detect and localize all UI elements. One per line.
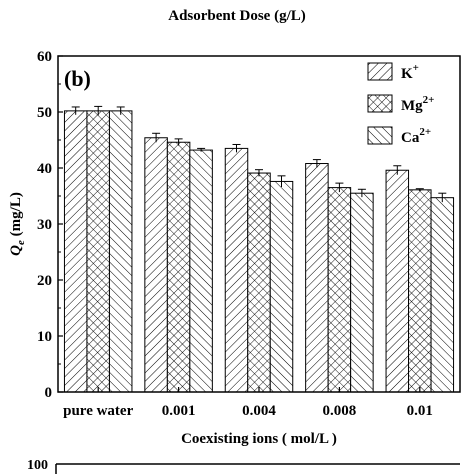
y-tick-label: 50 — [37, 105, 52, 121]
bar — [350, 192, 374, 393]
next-panel-tick-label: 100 — [27, 458, 48, 473]
y-tick-label: 10 — [37, 329, 52, 345]
legend-swatch-ca — [367, 126, 393, 145]
plot-frame — [57, 55, 461, 393]
bar — [108, 110, 133, 393]
x-tick-label: pure water — [63, 403, 133, 419]
panel-label: (b) — [64, 66, 91, 91]
bars — [63, 105, 455, 393]
x-tick-label: 0.001 — [162, 403, 196, 419]
y-tick-label: 40 — [37, 161, 52, 177]
x-tick-label: 0.004 — [242, 403, 276, 419]
bar — [86, 110, 110, 393]
y-axis-ticks: 0 10 20 30 40 50 60 — [37, 49, 63, 401]
legend-label-mg: Mg2+ — [401, 94, 434, 114]
bar — [166, 141, 191, 393]
legend-swatch-mg — [367, 94, 393, 113]
bar — [247, 172, 271, 393]
y-tick-label: 20 — [37, 273, 52, 289]
x-tick-label: 0.01 — [407, 403, 433, 419]
legend-swatch-k — [367, 62, 393, 81]
x-tick-label: 0.008 — [323, 403, 357, 419]
x-axis-label: Coexisting ions ( mol/L ) — [181, 431, 337, 447]
top-title: Adsorbent Dose (g/L) — [168, 8, 306, 24]
bar — [305, 163, 329, 393]
bar — [327, 187, 352, 393]
bar — [385, 169, 410, 393]
bar — [269, 180, 294, 393]
bar — [144, 137, 168, 393]
legend-label-ca: Ca2+ — [401, 126, 431, 146]
bar — [408, 189, 432, 393]
bar — [63, 110, 88, 393]
y-tick-label: 60 — [37, 49, 52, 65]
bar — [189, 149, 213, 393]
x-axis-ticks: pure water 0.001 0.004 0.008 0.01 — [63, 387, 433, 419]
y-tick-label: 30 — [37, 217, 52, 233]
bar — [430, 197, 455, 393]
y-axis-label: Qe (mg/L) — [8, 192, 27, 256]
bar — [224, 147, 249, 393]
y-tick-label: 0 — [45, 385, 53, 401]
legend-label-k: K+ — [401, 62, 419, 82]
next-panel-fragment: 100 — [27, 458, 460, 474]
legend: K+ Mg2+ Ca2+ — [367, 62, 434, 146]
